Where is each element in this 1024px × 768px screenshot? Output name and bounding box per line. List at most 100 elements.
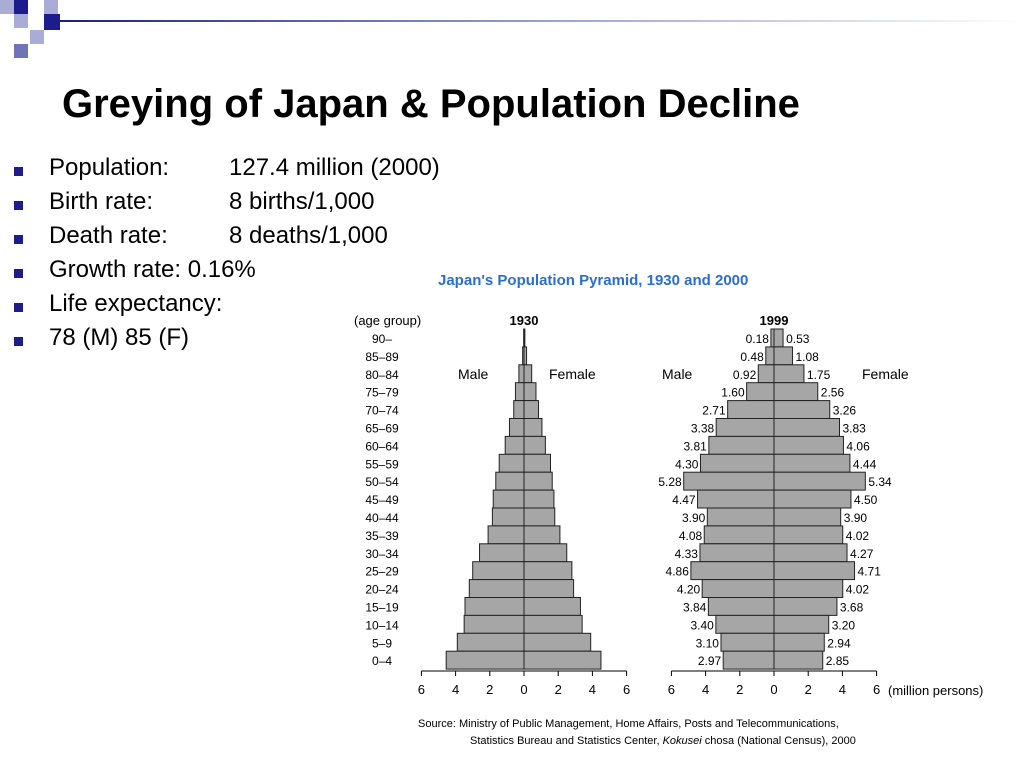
bar-male-1999 xyxy=(757,364,775,384)
x-tick-label-1930: 4 xyxy=(589,682,596,697)
bar-female-1930 xyxy=(523,579,575,599)
bar-female-1930 xyxy=(523,489,555,509)
data-label-male-1999: 3.81 xyxy=(683,439,707,453)
data-label-female-1999: 4.27 xyxy=(850,547,874,561)
age-group-tick-label: 35–39 xyxy=(365,529,399,543)
bullet-label: Birth rate: xyxy=(49,188,154,215)
data-label-male-1999: 0.92 xyxy=(733,368,757,382)
year-label-1930: 1930 xyxy=(510,313,539,328)
deco-square xyxy=(14,44,28,58)
bullet-label: Population: xyxy=(49,154,170,181)
bar-female-1930 xyxy=(523,382,537,402)
x-tick-label-1930: 2 xyxy=(486,682,493,697)
population-pyramid-chart: Japan's Population Pyramid, 1930 and 200… xyxy=(346,268,1016,763)
data-label-male-1999: 3.84 xyxy=(683,600,707,614)
data-label-male-1999: 3.10 xyxy=(696,636,720,650)
bar-female-1930 xyxy=(523,597,581,616)
bar-male-1999 xyxy=(715,614,775,634)
bar-female-1999 xyxy=(773,418,840,437)
age-group-tick-label: 75–79 xyxy=(365,386,399,400)
bar-female-1930 xyxy=(523,614,583,634)
bullet-label: Growth rate: 0.16% xyxy=(49,256,256,283)
bullet-square-icon xyxy=(14,235,23,244)
bar-male-1930 xyxy=(514,382,525,402)
bar-male-1930 xyxy=(456,632,525,652)
bar-female-1999 xyxy=(773,579,844,599)
bar-male-1930 xyxy=(463,614,525,634)
bar-male-1930 xyxy=(495,471,525,491)
source-line-2: Statistics Bureau and Statistics Center,… xyxy=(470,735,856,747)
data-label-male-1999: 4.20 xyxy=(677,583,701,597)
male-label-1999: Male xyxy=(662,366,693,382)
bar-male-1999 xyxy=(708,435,775,455)
age-group-tick-label: 80–84 xyxy=(365,368,399,382)
age-group-tick-label: 0–4 xyxy=(372,654,392,668)
data-label-male-1999: 5.28 xyxy=(658,475,682,489)
age-group-tick-label: 60–64 xyxy=(365,439,399,453)
age-group-tick-label: 15–19 xyxy=(365,600,399,614)
bar-female-1999 xyxy=(773,597,838,616)
bar-male-1930 xyxy=(464,597,525,616)
bar-female-1930 xyxy=(523,364,533,384)
bar-male-1999 xyxy=(699,543,775,563)
data-label-female-1999: 3.68 xyxy=(840,600,864,614)
bar-female-1999 xyxy=(773,382,819,402)
bar-female-1930 xyxy=(523,650,602,670)
age-group-tick-label: 20–24 xyxy=(365,583,399,597)
data-label-male-1999: 3.38 xyxy=(691,421,715,435)
bar-male-1930 xyxy=(472,561,525,581)
bar-female-1930 xyxy=(523,471,553,491)
age-group-tick-label: 90– xyxy=(372,332,392,346)
slide-title: Greying of Japan & Population Decline xyxy=(62,82,800,126)
bar-male-1930 xyxy=(518,364,525,384)
data-label-female-1999: 4.50 xyxy=(854,493,878,507)
bar-female-1930 xyxy=(523,328,526,348)
bullet-square-icon xyxy=(14,167,23,176)
age-group-tick-label: 85–89 xyxy=(365,350,399,364)
bar-male-1930 xyxy=(445,650,525,670)
bar-male-1999 xyxy=(706,507,775,527)
bar-female-1999 xyxy=(773,650,824,670)
data-label-female-1999: 4.02 xyxy=(846,529,870,543)
unit-label: (million persons) xyxy=(888,683,983,698)
year-label-1999: 1999 xyxy=(760,313,789,328)
bar-male-1930 xyxy=(487,525,525,545)
data-label-female-1999: 2.94 xyxy=(827,636,851,650)
bar-female-1999 xyxy=(773,561,856,581)
bar-female-1999 xyxy=(773,364,805,384)
data-label-female-1999: 4.71 xyxy=(858,565,882,579)
bar-female-1930 xyxy=(523,561,573,581)
bar-male-1930 xyxy=(491,507,525,527)
deco-square xyxy=(44,14,60,30)
bar-male-1999 xyxy=(720,632,775,652)
bar-female-1930 xyxy=(523,632,592,652)
data-label-female-1999: 1.75 xyxy=(807,368,831,382)
data-label-female-1999: 3.90 xyxy=(844,511,868,525)
data-label-female-1999: 2.56 xyxy=(821,386,845,400)
x-tick-label-1999: 6 xyxy=(873,682,880,697)
bullet-square-icon xyxy=(14,337,23,346)
x-tick-label-1999: 2 xyxy=(736,682,743,697)
bar-female-1999 xyxy=(773,507,842,527)
bar-female-1999 xyxy=(773,400,831,420)
x-tick-label-1999: 6 xyxy=(668,682,675,697)
source-line-2-pre: Statistics Bureau and Statistics Center, xyxy=(470,735,663,747)
data-label-female-1999: 3.83 xyxy=(842,421,866,435)
bar-female-1930 xyxy=(523,543,568,563)
bar-female-1999 xyxy=(773,346,793,366)
male-label-1930: Male xyxy=(458,366,489,382)
bar-female-1999 xyxy=(773,435,844,455)
deco-square xyxy=(14,0,28,14)
bar-male-1930 xyxy=(479,543,525,563)
data-label-male-1999: 0.18 xyxy=(746,332,770,346)
female-label-1930: Female xyxy=(549,366,596,382)
data-label-female-1999: 5.34 xyxy=(868,475,892,489)
bar-male-1999 xyxy=(715,418,775,437)
bar-female-1930 xyxy=(523,435,546,455)
data-label-male-1999: 3.90 xyxy=(682,511,706,525)
data-label-female-1999: 0.53 xyxy=(786,332,810,346)
bullet-label: Life expectancy: xyxy=(49,290,223,317)
bar-female-1930 xyxy=(523,507,556,527)
age-group-tick-label: 70–74 xyxy=(365,404,399,418)
data-label-male-1999: 0.48 xyxy=(740,350,764,364)
